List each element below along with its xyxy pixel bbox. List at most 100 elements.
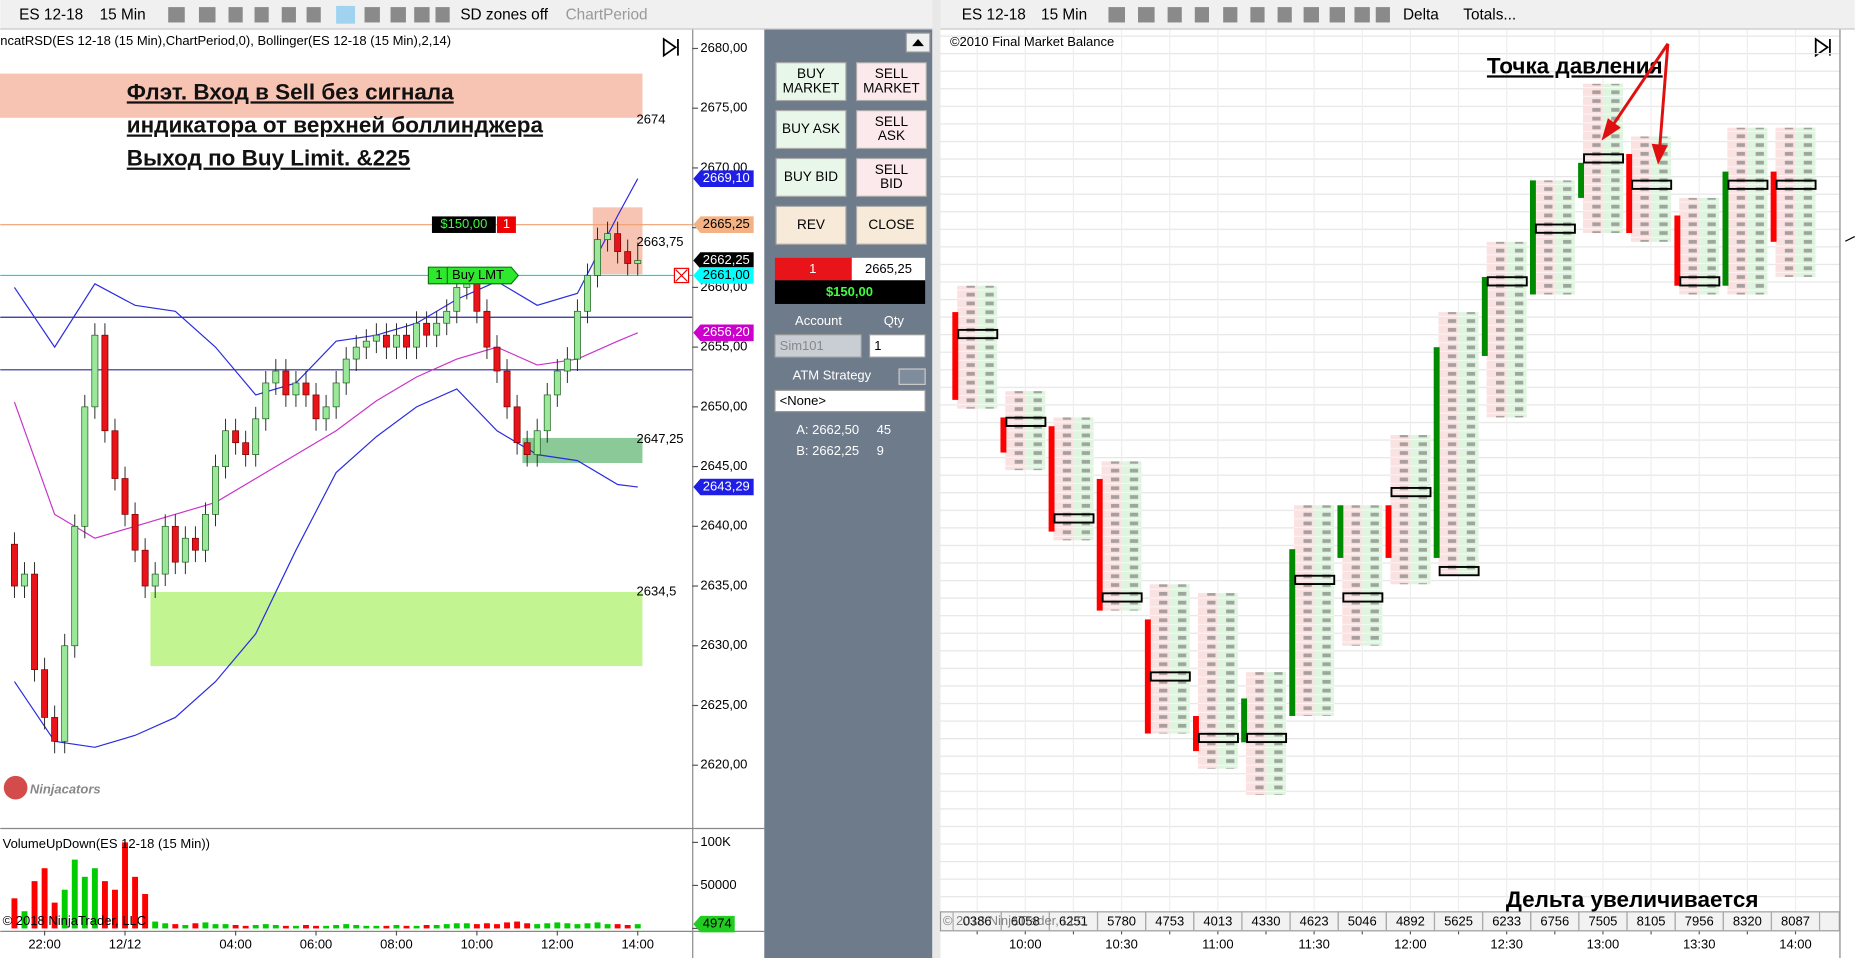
order-button-label[interactable]: BUY ASK xyxy=(782,121,840,136)
limit-order-kind: Buy LMT xyxy=(452,267,504,282)
order-button-label[interactable]: MARKET xyxy=(863,80,920,95)
volume-bar xyxy=(463,923,470,929)
order-button-label[interactable]: CLOSE xyxy=(868,217,914,232)
splitter[interactable] xyxy=(932,0,941,958)
volume-bar xyxy=(514,921,521,929)
chart-period-button[interactable]: ChartPeriod xyxy=(566,6,648,23)
delta-total: 8087 xyxy=(1781,913,1810,928)
y-tick-label: 2630,00 xyxy=(700,637,747,652)
volume-bar xyxy=(202,922,209,929)
footprint-poc xyxy=(1053,513,1095,524)
x-tick-label: 13:00 xyxy=(1587,936,1620,951)
price-flag xyxy=(693,267,754,284)
footprint-body xyxy=(1529,180,1536,295)
x-tick-label: 12:00 xyxy=(1394,936,1427,951)
volume-bar xyxy=(614,924,621,929)
delta-total: 5780 xyxy=(1107,913,1136,928)
candle-body xyxy=(372,334,380,342)
candle-body xyxy=(292,382,300,396)
delta-total: 4623 xyxy=(1300,913,1329,928)
order-button[interactable] xyxy=(775,109,847,150)
order-button[interactable] xyxy=(775,62,847,102)
toolbar-icons[interactable] xyxy=(1108,7,1390,23)
candle-body xyxy=(262,382,270,420)
footprint-body xyxy=(1722,171,1729,286)
order-button-label[interactable]: SELL xyxy=(875,66,909,81)
play-icon[interactable] xyxy=(662,37,679,58)
delta-total: 5046 xyxy=(1348,913,1377,928)
symbol-selector[interactable]: ES 12-18 xyxy=(19,6,83,23)
footprint-poc xyxy=(1486,276,1528,287)
volume-bar xyxy=(333,924,340,929)
footprint-cells xyxy=(1438,312,1479,576)
candle-body xyxy=(191,537,199,551)
price-flag-label: 2662,25 xyxy=(703,252,750,267)
toolbar-icons[interactable] xyxy=(168,5,450,24)
order-button[interactable] xyxy=(855,109,927,150)
order-button-label[interactable]: BUY BID xyxy=(784,169,838,184)
volume-bar xyxy=(524,923,531,929)
qty-input[interactable] xyxy=(868,334,926,358)
period-selector[interactable]: 15 Min xyxy=(100,6,146,23)
x-tick-label: 11:30 xyxy=(1298,936,1330,951)
atm-edit[interactable] xyxy=(898,368,926,385)
candle-body xyxy=(403,334,410,348)
order-button-label[interactable]: BUY xyxy=(797,66,825,81)
position-pnl: $150,00 xyxy=(826,284,873,299)
candle-body xyxy=(423,322,431,336)
volume-bar xyxy=(51,902,58,929)
ask-label: A: 2662,50 xyxy=(796,422,859,437)
footprint-cells xyxy=(1390,435,1431,585)
candle-body xyxy=(523,442,531,455)
order-button-label[interactable]: SELL xyxy=(875,114,909,129)
footprint-poc xyxy=(1149,671,1191,682)
mode-selector[interactable]: Delta xyxy=(1403,6,1439,23)
volume-bar xyxy=(122,842,128,929)
position-qty: 1 xyxy=(809,261,816,276)
period-selector[interactable]: 15 Min xyxy=(1041,6,1087,23)
indicator-label: VolumeUpDown(ES 12-18 (15 Min)) xyxy=(3,836,210,851)
scroll-up-arrow xyxy=(912,39,924,47)
candle-body xyxy=(453,287,461,312)
x-tick-label: 06:00 xyxy=(300,936,333,951)
order-button[interactable] xyxy=(855,205,927,245)
footprint-body xyxy=(1289,549,1296,716)
footprint-cells xyxy=(1294,505,1335,716)
order-button-label[interactable]: ASK xyxy=(878,128,905,143)
order-button-label[interactable]: SELL xyxy=(875,162,909,177)
volume-bar xyxy=(252,924,259,929)
candle-body xyxy=(533,430,541,455)
symbol-selector[interactable]: ES 12-18 xyxy=(962,6,1026,23)
delta-total: 6756 xyxy=(1540,913,1569,928)
indicator-label: ncatRSD(ES 12-18 (15 Min),ChartPeriod,0)… xyxy=(0,33,451,48)
footprint-body xyxy=(1626,154,1633,234)
order-button-label[interactable]: MARKET xyxy=(783,80,840,95)
account-select[interactable] xyxy=(774,334,862,358)
volume-bar xyxy=(483,923,490,929)
y-tick-label: 2620,00 xyxy=(700,757,747,772)
order-button[interactable] xyxy=(775,205,847,245)
volume-bar xyxy=(162,923,169,929)
price-flag-label: 2669,10 xyxy=(703,170,750,185)
totals-selector[interactable]: Totals... xyxy=(1463,6,1516,23)
volume-bar xyxy=(564,923,571,929)
order-button-label[interactable]: REV xyxy=(797,217,825,232)
atm-select[interactable] xyxy=(774,389,926,413)
candle-body xyxy=(352,346,360,360)
order-button-label[interactable]: BID xyxy=(880,176,903,191)
order-button[interactable] xyxy=(855,62,927,102)
candle-body xyxy=(252,418,260,455)
limit-order-tag[interactable] xyxy=(427,266,520,285)
candle-body xyxy=(131,514,139,551)
footprint-poc xyxy=(1631,179,1673,190)
zones-button[interactable]: SD zones off xyxy=(460,6,548,23)
order-button[interactable] xyxy=(775,157,847,197)
qty-value: 1 xyxy=(874,338,881,353)
footprint-poc xyxy=(1727,179,1769,190)
bid-size: 9 xyxy=(877,443,884,458)
candle-body xyxy=(322,406,330,420)
copyright: © 2018 NinjaTrader, LLC xyxy=(943,913,1087,928)
volume-bar xyxy=(413,925,420,929)
order-button[interactable] xyxy=(855,157,927,197)
footprint-body xyxy=(1193,716,1199,752)
